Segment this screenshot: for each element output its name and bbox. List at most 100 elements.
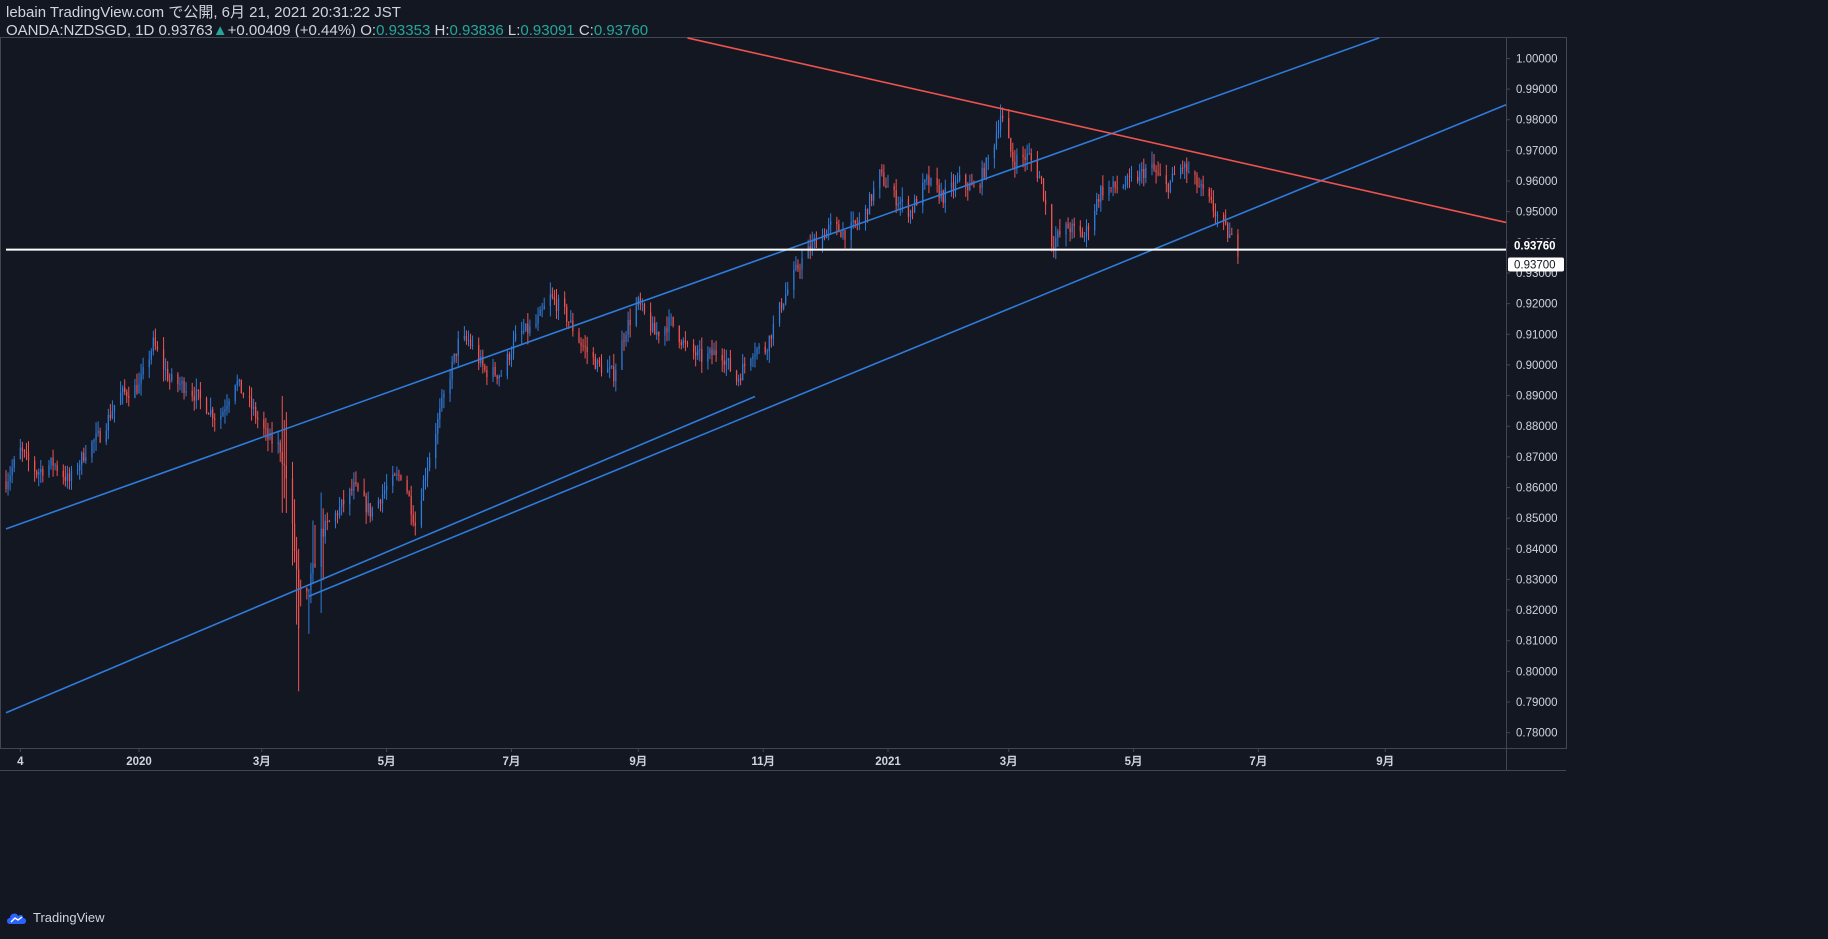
candle-body (942, 190, 944, 203)
last-price: 0.93763 (158, 22, 213, 39)
candle-body (271, 432, 273, 444)
candle-body (42, 469, 44, 476)
candle-body (1014, 161, 1016, 167)
candle-body (897, 203, 899, 206)
candle-body (367, 503, 369, 513)
price-tick-label: 0.86000 (1516, 483, 1558, 495)
candle-body (408, 491, 410, 497)
candle-body (1171, 173, 1174, 181)
candle-body (592, 352, 594, 358)
candle-body (324, 521, 326, 537)
candle-body (950, 182, 953, 188)
price-chart[interactable]: 0.78000 0.79000 0.80000 0.81000 0.82000 0.830… (0, 0, 1828, 905)
candle-body (220, 416, 222, 420)
candle-body (1116, 187, 1118, 189)
candle-body (79, 464, 81, 470)
candle-body (1165, 175, 1167, 185)
candle-body (240, 379, 242, 394)
candle-body (128, 396, 130, 398)
candle-body (148, 359, 150, 368)
candle-body (928, 175, 930, 186)
candle-body (406, 479, 408, 492)
candle-body (907, 199, 910, 217)
time-tick-label: 2021 (875, 756, 901, 768)
candle-body (611, 366, 613, 368)
candle-body (938, 185, 940, 199)
price-tick-label: 0.90000 (1516, 360, 1558, 372)
candle-body (570, 320, 572, 323)
symbol-label[interactable]: OANDA:NZDSGD, 1D (6, 22, 155, 39)
price-tick-label: 0.99000 (1516, 84, 1558, 96)
candle-body (684, 340, 687, 343)
price-labels: 0.93760 0.93700 (1508, 238, 1564, 272)
high-label: H: (434, 22, 450, 39)
candle-body (400, 475, 402, 480)
candle-body (1222, 214, 1225, 220)
candle-body (437, 418, 439, 434)
candle-body (265, 428, 267, 430)
candle-body (1153, 163, 1155, 170)
close-label: C: (578, 22, 594, 39)
candle-body (1137, 176, 1139, 181)
tradingview-footer[interactable]: TradingView (6, 910, 105, 925)
ohlc-legend: OANDA:NZDSGD, 1D 0.93763▲+0.00409 (+0.44… (6, 22, 648, 40)
candle-body (881, 169, 883, 173)
open-value: 0.93353 (376, 22, 431, 39)
price-tick-label: 0.96000 (1516, 176, 1558, 188)
candle-body (36, 471, 38, 475)
candle-body (737, 378, 740, 382)
candle-body (1141, 168, 1143, 172)
candle-body (1030, 153, 1032, 161)
candle-body (242, 393, 245, 396)
candle-body (48, 465, 50, 476)
candle-body (248, 395, 251, 398)
candle-body (510, 353, 513, 360)
candle-body (40, 469, 42, 473)
candle-body (670, 316, 672, 318)
candle-body (709, 349, 711, 354)
candle-body (566, 306, 568, 322)
candle-body (338, 506, 341, 516)
open-label: O: (360, 22, 377, 39)
candle-body (793, 269, 795, 290)
candle-body (568, 321, 570, 323)
time-tick-label: 3月 (1000, 755, 1018, 768)
candle-body (181, 380, 183, 384)
candle-body (19, 447, 21, 460)
candle-body (496, 375, 498, 379)
candle-body (901, 199, 903, 202)
candle-body (1071, 223, 1073, 233)
candle-body (1079, 225, 1081, 232)
channel-lower-line (5, 395, 756, 714)
candle-body (54, 465, 56, 467)
candle-body (911, 211, 914, 213)
candle-body (537, 315, 539, 324)
candle-body (742, 364, 744, 381)
candle-body (156, 346, 159, 350)
candle-body (629, 319, 631, 326)
candle-body (778, 302, 781, 324)
price-tick-label: 0.95000 (1516, 207, 1558, 219)
candle-body (285, 465, 287, 479)
candle-body (1110, 187, 1112, 189)
candle-body (809, 246, 811, 251)
candle-body (598, 359, 601, 364)
candle-body (527, 323, 529, 334)
candle-body (169, 380, 171, 382)
candle-body (228, 400, 230, 406)
candle-body (328, 521, 330, 523)
candle-body (171, 374, 173, 381)
candle-body (322, 528, 324, 537)
candle-body (864, 208, 867, 221)
candle-body (967, 186, 969, 190)
candle-body (613, 366, 615, 382)
candle-body (1143, 168, 1145, 179)
candle-body (279, 442, 281, 453)
candle-body (424, 477, 427, 481)
candle-body (263, 419, 265, 429)
candle-body (1065, 223, 1067, 235)
candle-body (956, 179, 959, 182)
candle-body (76, 469, 79, 471)
candle-body (281, 452, 283, 464)
candle-body (879, 169, 881, 189)
